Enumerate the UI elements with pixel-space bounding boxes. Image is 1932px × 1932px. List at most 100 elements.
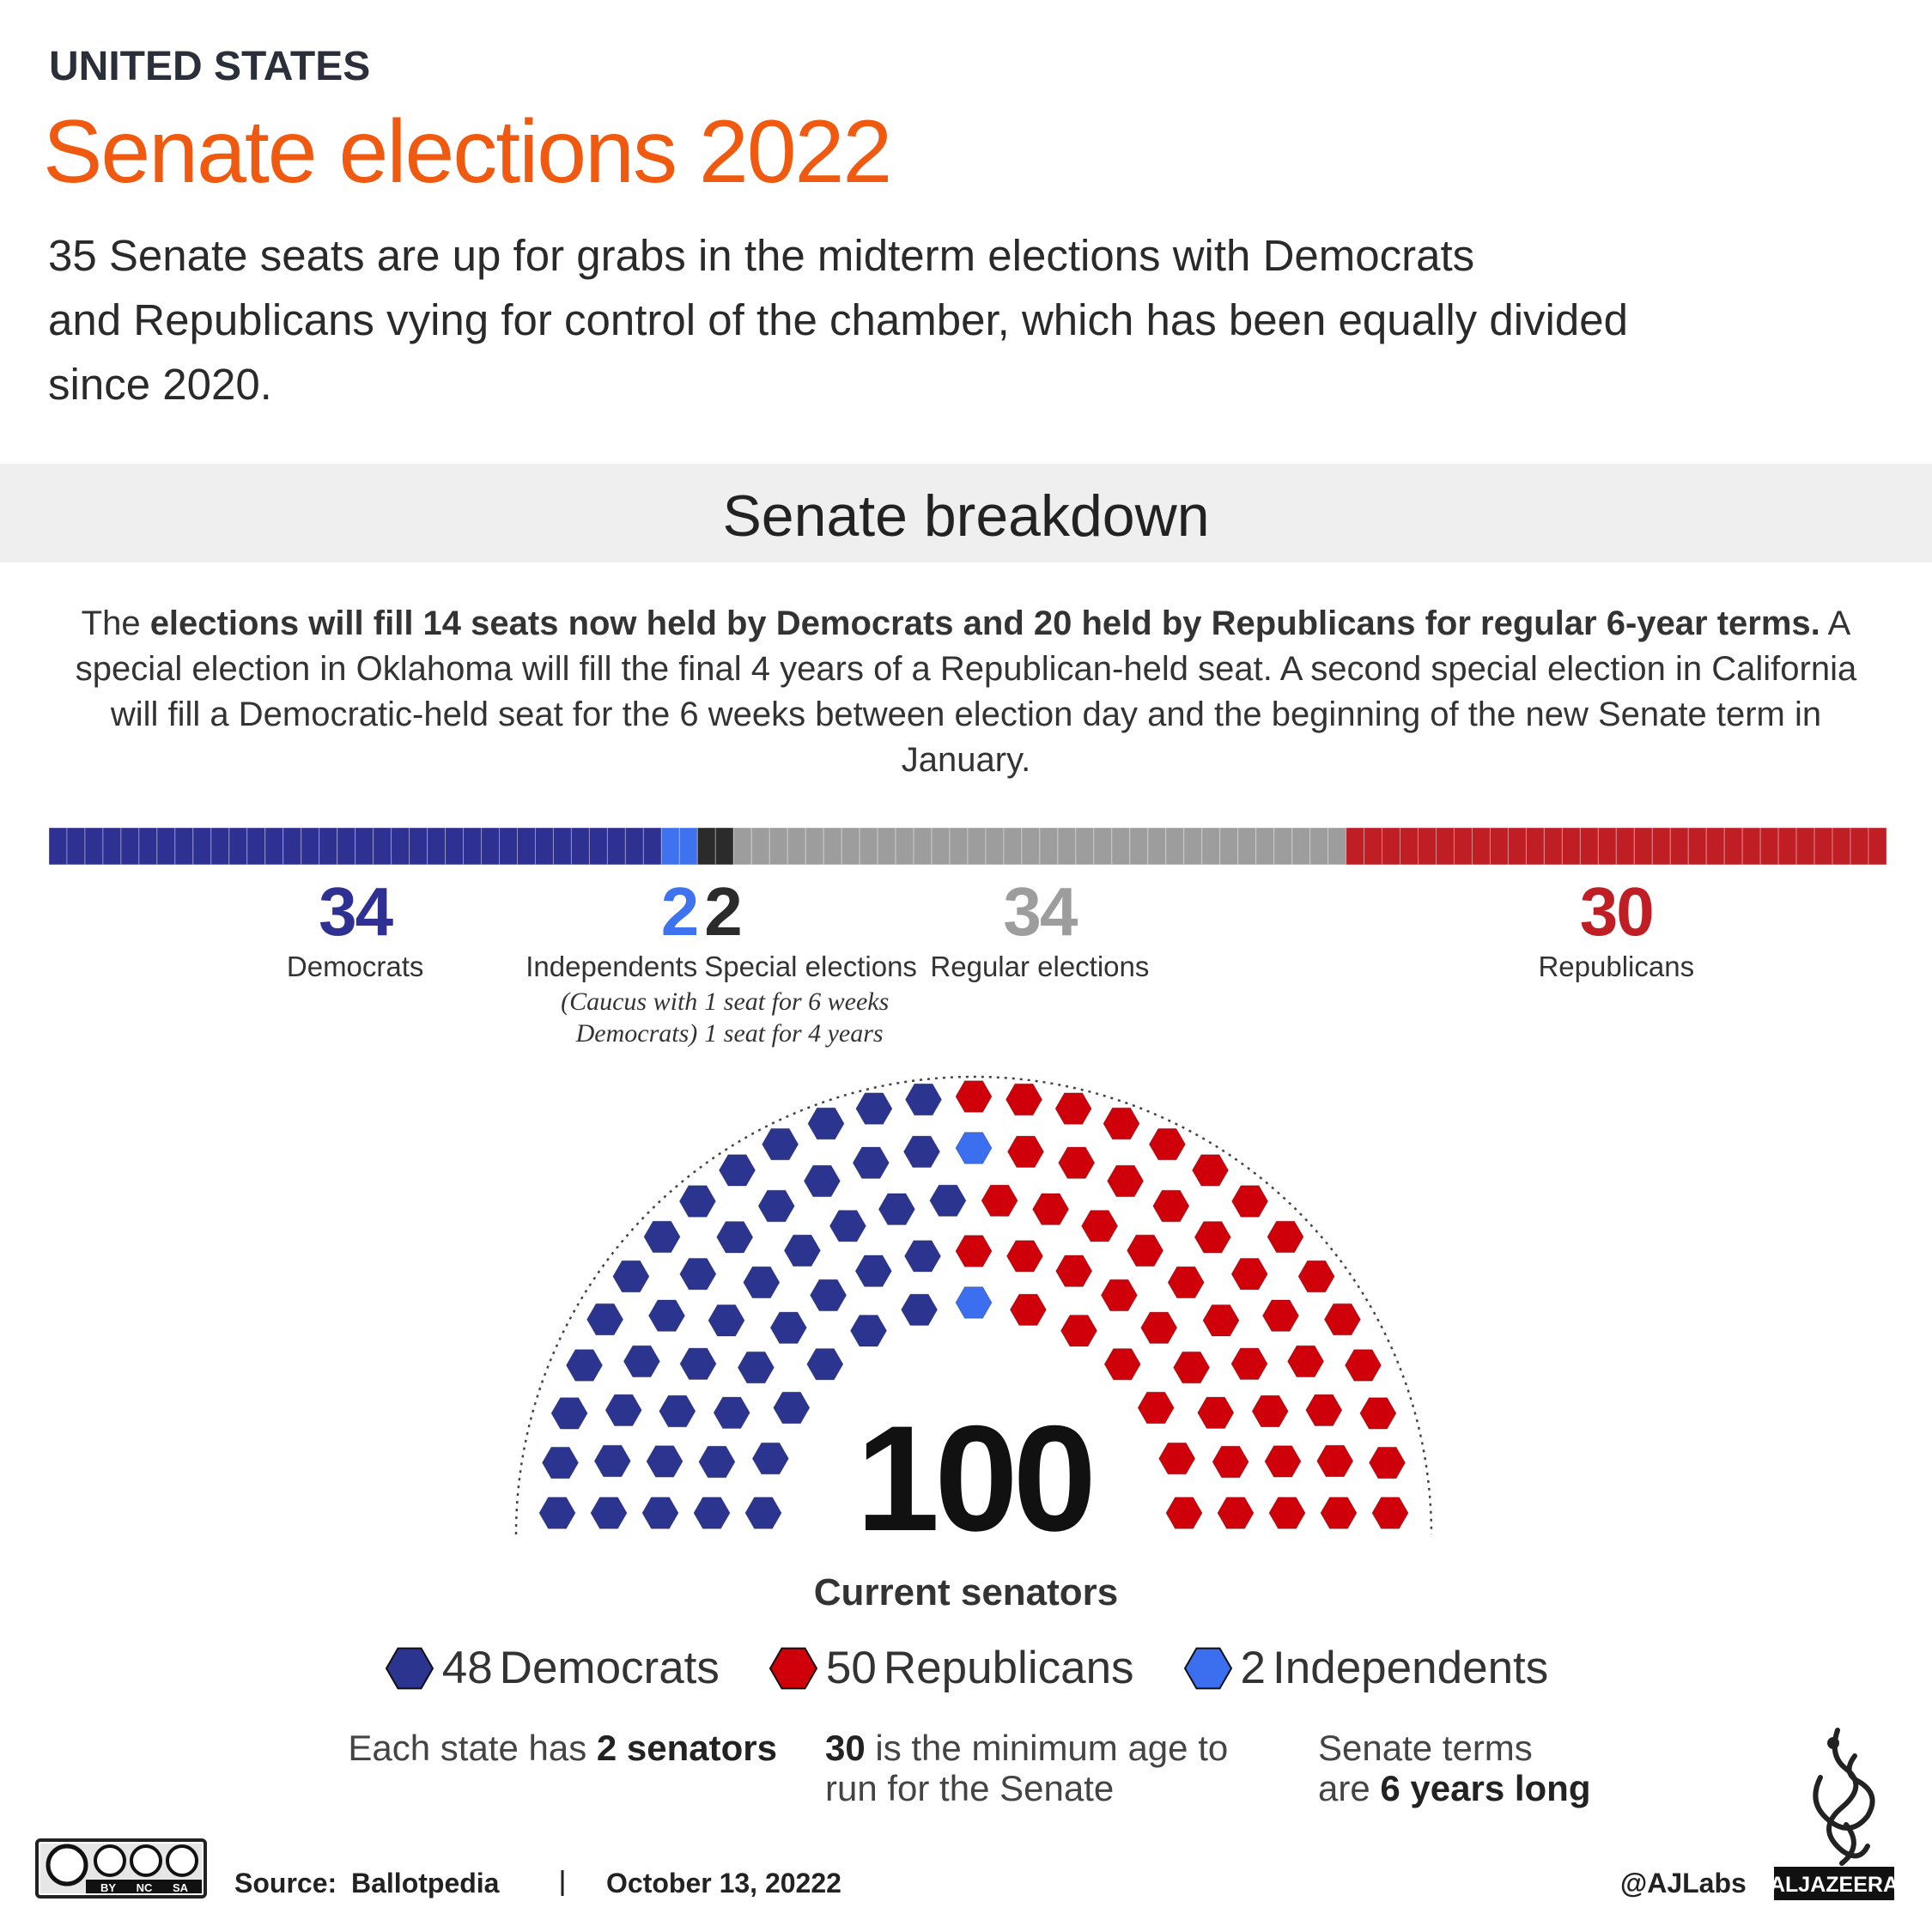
seat xyxy=(757,1189,795,1223)
bar-cell xyxy=(1543,827,1563,866)
bar-cell xyxy=(283,827,302,866)
bar-cell xyxy=(409,827,428,866)
bar-cell xyxy=(192,827,212,866)
seat xyxy=(1231,1185,1269,1218)
seat xyxy=(1305,1394,1343,1426)
seat xyxy=(1009,1293,1047,1326)
bar-cell xyxy=(1255,827,1275,866)
bar-cell xyxy=(1723,827,1743,866)
bar-cell xyxy=(1507,827,1527,866)
seat xyxy=(1054,1092,1092,1125)
seat xyxy=(1359,1397,1397,1430)
legend-swatch xyxy=(385,1647,434,1689)
bar-cell xyxy=(552,827,572,866)
bar-cell xyxy=(1561,827,1581,866)
seat xyxy=(1371,1497,1409,1529)
breakdown-column: 2 Independents (Caucus with Democrats) xyxy=(526,876,699,1049)
license-label: NC xyxy=(137,1881,153,1894)
bar-cell xyxy=(1832,827,1851,866)
bar-cell xyxy=(84,827,104,866)
bar-cell xyxy=(696,827,716,866)
bar-cell xyxy=(534,827,554,866)
intro-line: since 2020. xyxy=(48,360,272,409)
bar-cell xyxy=(570,827,590,866)
legend-item: 48 Democrats xyxy=(384,1642,720,1694)
bar-cell xyxy=(769,827,788,866)
bar-cell xyxy=(228,827,248,866)
bar-cell xyxy=(1382,827,1401,866)
kicker: UNITED STATES xyxy=(49,44,371,89)
seat xyxy=(1107,1164,1145,1198)
bar-cell xyxy=(210,827,230,866)
seat xyxy=(1217,1497,1255,1529)
description: The elections will fill 14 seats now hel… xyxy=(69,601,1863,783)
bar-cell xyxy=(1633,827,1653,866)
bar-cell xyxy=(1435,827,1455,866)
text-run: run for the Senate xyxy=(825,1768,1115,1808)
legend-label: Democrats xyxy=(499,1643,720,1693)
legend-label: Independents xyxy=(1273,1643,1549,1693)
bar-cell xyxy=(1615,827,1635,866)
seat xyxy=(1005,1240,1044,1273)
seat xyxy=(1055,1255,1093,1287)
legend-value: 2 xyxy=(1240,1643,1267,1693)
breakdown-value: 34 xyxy=(319,873,393,950)
text-run: The xyxy=(81,605,150,642)
bar-cell xyxy=(481,827,501,866)
text-run: are xyxy=(1318,1768,1381,1808)
bar-cell xyxy=(516,827,536,866)
seat xyxy=(612,1260,650,1293)
bar-cell xyxy=(588,827,608,866)
breakdown-column: 34 Democrats xyxy=(287,876,424,986)
seat xyxy=(854,1255,892,1287)
bar-cell xyxy=(1400,827,1419,866)
legend-value: 50 xyxy=(825,1643,877,1693)
seat xyxy=(1320,1497,1358,1529)
bar-cell xyxy=(1093,827,1113,866)
seat xyxy=(903,1240,942,1273)
bar-cell xyxy=(1489,827,1509,866)
seat xyxy=(1032,1193,1070,1225)
bar-cell xyxy=(1741,827,1761,866)
title: Senate elections 2022 xyxy=(43,102,892,202)
fact-line: 30 is the minimum age to xyxy=(825,1728,1289,1768)
seat xyxy=(1212,1445,1249,1479)
bar-cell xyxy=(373,827,392,866)
bar-cell xyxy=(1021,827,1041,866)
seat xyxy=(1230,1258,1268,1291)
source: Ballotpedia xyxy=(351,1868,500,1899)
seat xyxy=(1060,1315,1098,1347)
bar-cell xyxy=(463,827,483,866)
seat xyxy=(1368,1446,1406,1479)
legend-item: 2 Independents xyxy=(1182,1642,1549,1694)
seat xyxy=(901,1293,939,1326)
bar-cell xyxy=(913,827,933,866)
bar-cell xyxy=(1418,827,1437,866)
seat xyxy=(716,1221,754,1254)
bar-cell xyxy=(391,827,410,866)
bar-cell xyxy=(1705,827,1725,866)
bar-cell xyxy=(1651,827,1671,866)
seat xyxy=(849,1315,888,1347)
seat xyxy=(550,1397,588,1430)
legend-label: Republicans xyxy=(883,1643,1134,1693)
bar-cell xyxy=(606,827,626,866)
breakdown-note: 1 seat for 4 years xyxy=(704,1019,884,1048)
text-run: elections will fill 14 seats now held by… xyxy=(149,605,1820,642)
breakdown-column: 2 Special elections 1 seat for 6 weeks 1 se… xyxy=(704,876,917,1049)
bar-cell xyxy=(246,827,266,866)
seat xyxy=(541,1446,580,1479)
bar-cell xyxy=(714,827,734,866)
seat xyxy=(1230,1347,1268,1380)
fact-line: run for the Senate xyxy=(825,1768,1289,1808)
bar-cell xyxy=(66,827,86,866)
seat xyxy=(693,1497,731,1529)
text-run: 30 xyxy=(825,1728,866,1768)
text-run: 2 senators xyxy=(596,1728,777,1768)
bar-cell xyxy=(1687,827,1707,866)
text-run: A special election in Oklahoma will fill… xyxy=(75,605,1857,779)
bar-cell xyxy=(499,827,518,866)
hemicycle-outline xyxy=(514,1075,1433,1535)
license-label: BY xyxy=(100,1881,116,1894)
